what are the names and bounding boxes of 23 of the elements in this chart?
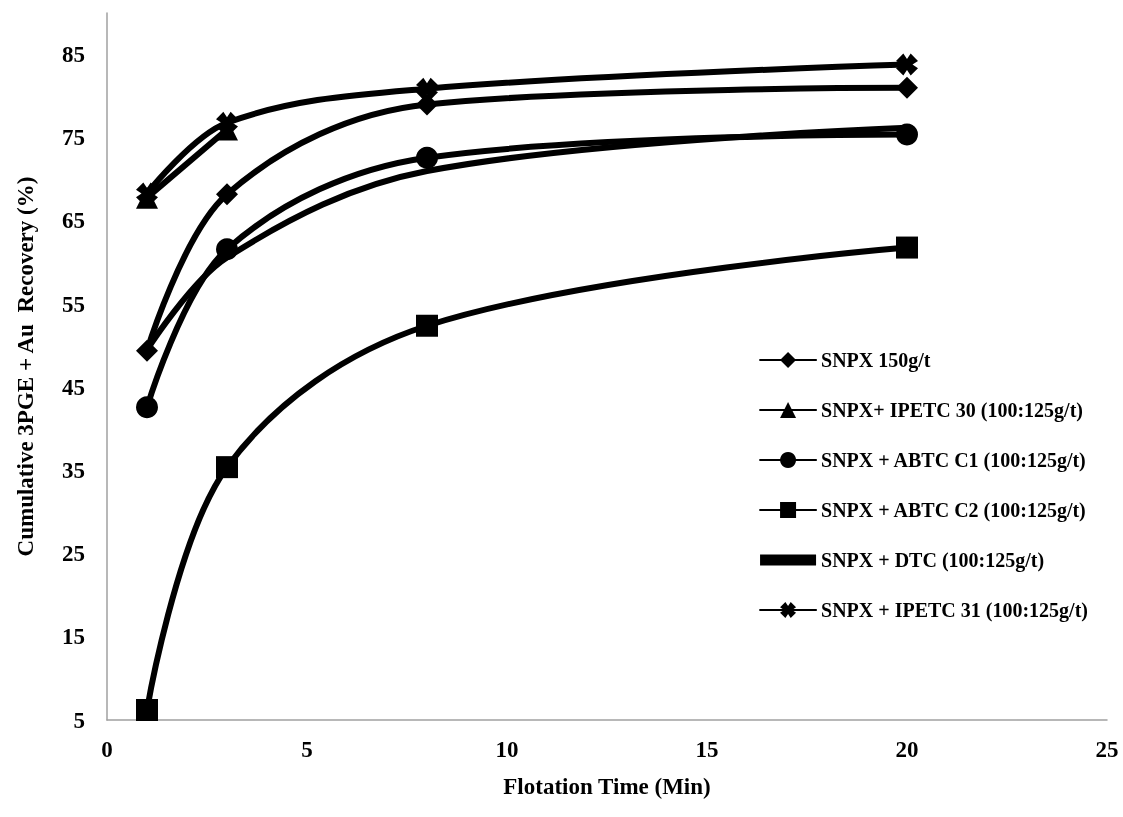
legend-label: SNPX + ABTC C1 (100:125g/t) — [821, 449, 1086, 472]
legend-label: SNPX + IPETC 31 (100:125g/t) — [821, 599, 1089, 622]
x-tick-label: 0 — [101, 737, 113, 762]
y-tick-label: 85 — [62, 42, 85, 68]
legend-label: SNPX 150g/t — [821, 349, 931, 372]
x-tick-label: 25 — [1095, 737, 1119, 762]
legend-label: SNPX+ IPETC 30 (100:125g/t) — [821, 399, 1084, 422]
legend-label: SNPX + ABTC C2 (100:125g/t) — [821, 499, 1086, 522]
x-tick-label: 15 — [695, 737, 719, 762]
y-axis-title: Cumulative 3PGE + Au Recovery (%) — [13, 176, 38, 557]
x-tick-label: 20 — [895, 737, 919, 762]
x-tick-label: 10 — [495, 737, 519, 762]
x-axis-title: Flotation Time (Min) — [503, 774, 711, 799]
y-tick-label: 45 — [62, 374, 85, 400]
y-tick-label: 55 — [62, 291, 85, 317]
y-tick-label: 75 — [62, 125, 85, 151]
y-tick-label: 5 — [73, 707, 85, 733]
y-tick-label: 35 — [62, 457, 85, 483]
x-tick-label: 5 — [301, 737, 313, 762]
legend-label: SNPX + DTC (100:125g/t) — [821, 549, 1045, 572]
y-tick-label: 65 — [62, 208, 85, 234]
y-tick-label: 15 — [62, 624, 85, 650]
y-tick-label: 25 — [62, 541, 85, 567]
